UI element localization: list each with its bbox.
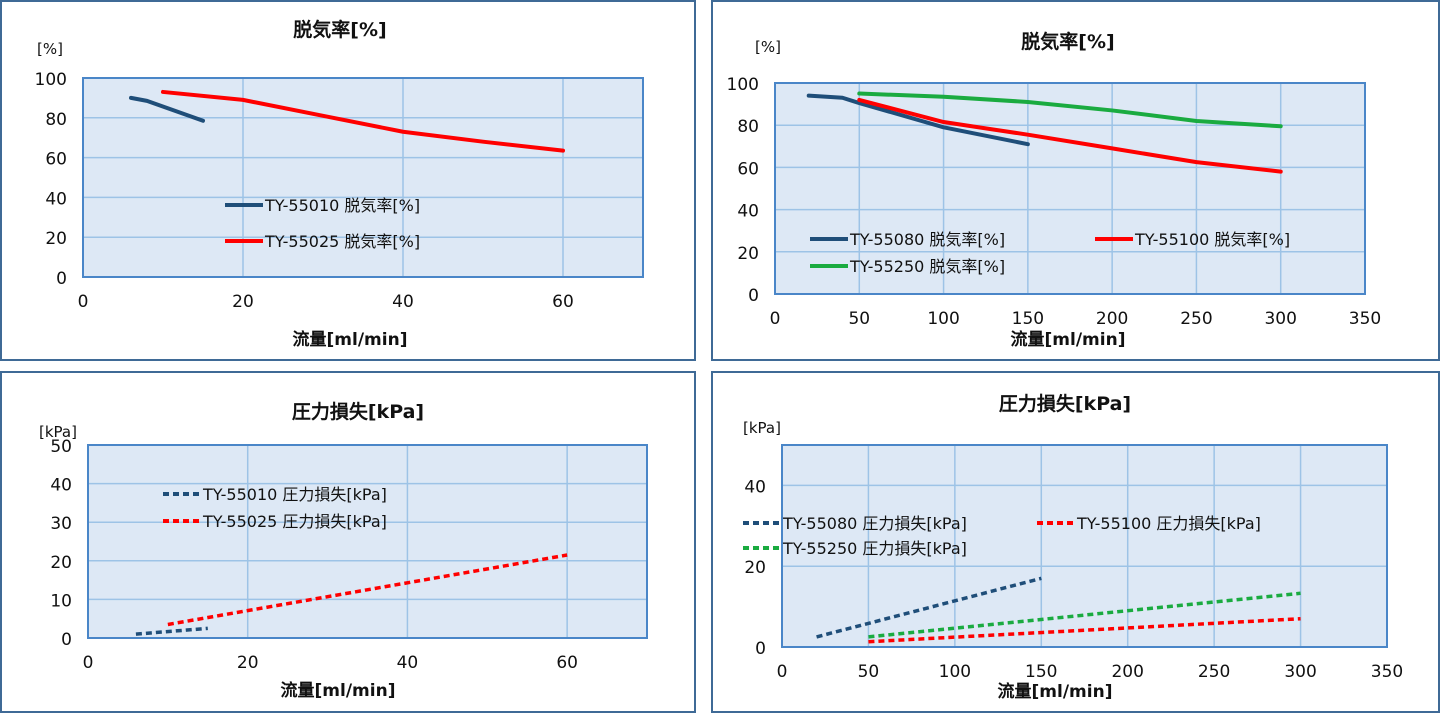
legend-label: TY-55250 圧力損失[kPa] <box>782 539 967 558</box>
y-tick-label: 50 <box>50 437 72 457</box>
chart-1: 0 50 100 150 200 250 300 350 0 20 40 60 80 100 脱気率[%] [… <box>727 30 1382 350</box>
x-tick-label: 200 <box>1096 309 1128 329</box>
x-tick-label: 60 <box>556 653 578 673</box>
y-tick-label: 100 <box>727 75 759 95</box>
y-axis-label: [kPa] <box>39 423 77 441</box>
x-tick-label: 0 <box>777 662 788 682</box>
legend-label: TY-55100 脱気率[%] <box>1134 230 1290 249</box>
x-tick-label: 350 <box>1349 309 1381 329</box>
y-tick-label: 0 <box>755 639 766 659</box>
chart-2: 0 20 40 60 0 10 20 30 40 50 圧力損失[kPa] [kPa] 流量[ml/mi… <box>39 400 648 701</box>
x-axis-label: 流量[ml/min] <box>1011 329 1126 350</box>
y-tick-label: 40 <box>50 476 72 496</box>
legend-label: TY-55250 脱気率[%] <box>849 257 1005 276</box>
series-line <box>135 626 208 636</box>
y-tick-label: 20 <box>45 229 67 249</box>
series-line <box>167 553 568 627</box>
plot-area <box>775 83 1365 294</box>
x-axis-label: 流量[ml/min] <box>998 681 1113 702</box>
plot-border <box>774 82 1366 295</box>
y-tick-label: 20 <box>50 553 72 573</box>
plot-area <box>88 445 647 638</box>
x-tick-label: 0 <box>770 309 781 329</box>
y-tick-label: 40 <box>744 477 766 497</box>
x-tick-label: 250 <box>1198 662 1230 682</box>
plot-border <box>87 444 648 639</box>
legend-label: TY-55100 圧力損失[kPa] <box>1076 514 1261 533</box>
y-axis-label: [%] <box>755 38 781 56</box>
x-tick-label: 50 <box>848 309 870 329</box>
y-axis-label: [kPa] <box>743 419 781 437</box>
plot-border <box>82 77 644 278</box>
y-tick-label: 60 <box>737 159 759 179</box>
series-line <box>816 576 1042 639</box>
series-line <box>868 591 1301 639</box>
x-axis-label: 流量[ml/min] <box>281 680 396 701</box>
y-tick-label: 30 <box>50 514 72 534</box>
y-tick-label: 0 <box>61 630 72 650</box>
x-tick-label: 0 <box>78 292 89 312</box>
legend-label: TY-55025 脱気率[%] <box>264 232 420 251</box>
y-tick-label: 20 <box>737 244 759 264</box>
x-tick-label: 50 <box>858 662 880 682</box>
chart-title: 圧力損失[kPa] <box>999 392 1131 415</box>
x-axis-label: 流量[ml/min] <box>293 329 408 350</box>
plot-border <box>781 444 1388 648</box>
legend-label: TY-55025 圧力損失[kPa] <box>202 512 387 531</box>
chart-title: 脱気率[%] <box>1021 30 1114 53</box>
y-tick-label: 20 <box>744 558 766 578</box>
x-tick-label: 150 <box>1025 662 1057 682</box>
x-tick-label: 100 <box>939 662 971 682</box>
chart-title: 圧力損失[kPa] <box>292 400 424 423</box>
series-line <box>857 91 1283 129</box>
legend-label: TY-55010 圧力損失[kPa] <box>202 485 387 504</box>
x-tick-label: 250 <box>1180 309 1212 329</box>
chart-title: 脱気率[%] <box>293 18 386 41</box>
y-tick-label: 100 <box>35 70 67 90</box>
legend-label: TY-55010 脱気率[%] <box>264 196 420 215</box>
x-tick-label: 350 <box>1371 662 1403 682</box>
series-line <box>868 616 1301 644</box>
chart-3: 0 50 100 150 200 250 300 350 0 20 40 圧力損失[kPa] [kPa]… <box>743 392 1403 702</box>
x-tick-label: 40 <box>392 292 414 312</box>
plot-area <box>782 445 1387 647</box>
legend-label: TY-55080 圧力損失[kPa] <box>782 514 967 533</box>
x-tick-label: 20 <box>237 653 259 673</box>
x-tick-label: 300 <box>1264 309 1296 329</box>
series-line <box>806 93 1030 147</box>
legend-label: TY-55080 脱気率[%] <box>849 230 1005 249</box>
y-tick-label: 80 <box>737 117 759 137</box>
y-tick-label: 40 <box>45 189 67 209</box>
y-tick-label: 60 <box>45 150 67 170</box>
y-tick-label: 0 <box>748 286 759 306</box>
x-tick-label: 150 <box>1012 309 1044 329</box>
y-tick-label: 0 <box>56 269 67 289</box>
y-tick-label: 10 <box>50 591 72 611</box>
y-axis-label: [%] <box>37 40 63 58</box>
x-tick-label: 20 <box>232 292 254 312</box>
y-tick-label: 80 <box>45 110 67 130</box>
x-tick-label: 40 <box>397 653 419 673</box>
series-line <box>857 97 1283 174</box>
y-tick-label: 40 <box>737 202 759 222</box>
series-line <box>129 95 205 123</box>
chart-0: 0 20 40 60 0 20 40 60 80 100 脱気率[%] [%] 流量[ml/min] TY… <box>35 18 644 350</box>
x-tick-label: 100 <box>927 309 959 329</box>
x-tick-label: 60 <box>552 292 574 312</box>
x-tick-label: 200 <box>1111 662 1143 682</box>
x-tick-label: 300 <box>1284 662 1316 682</box>
series-line <box>161 89 565 153</box>
x-tick-label: 0 <box>83 653 94 673</box>
